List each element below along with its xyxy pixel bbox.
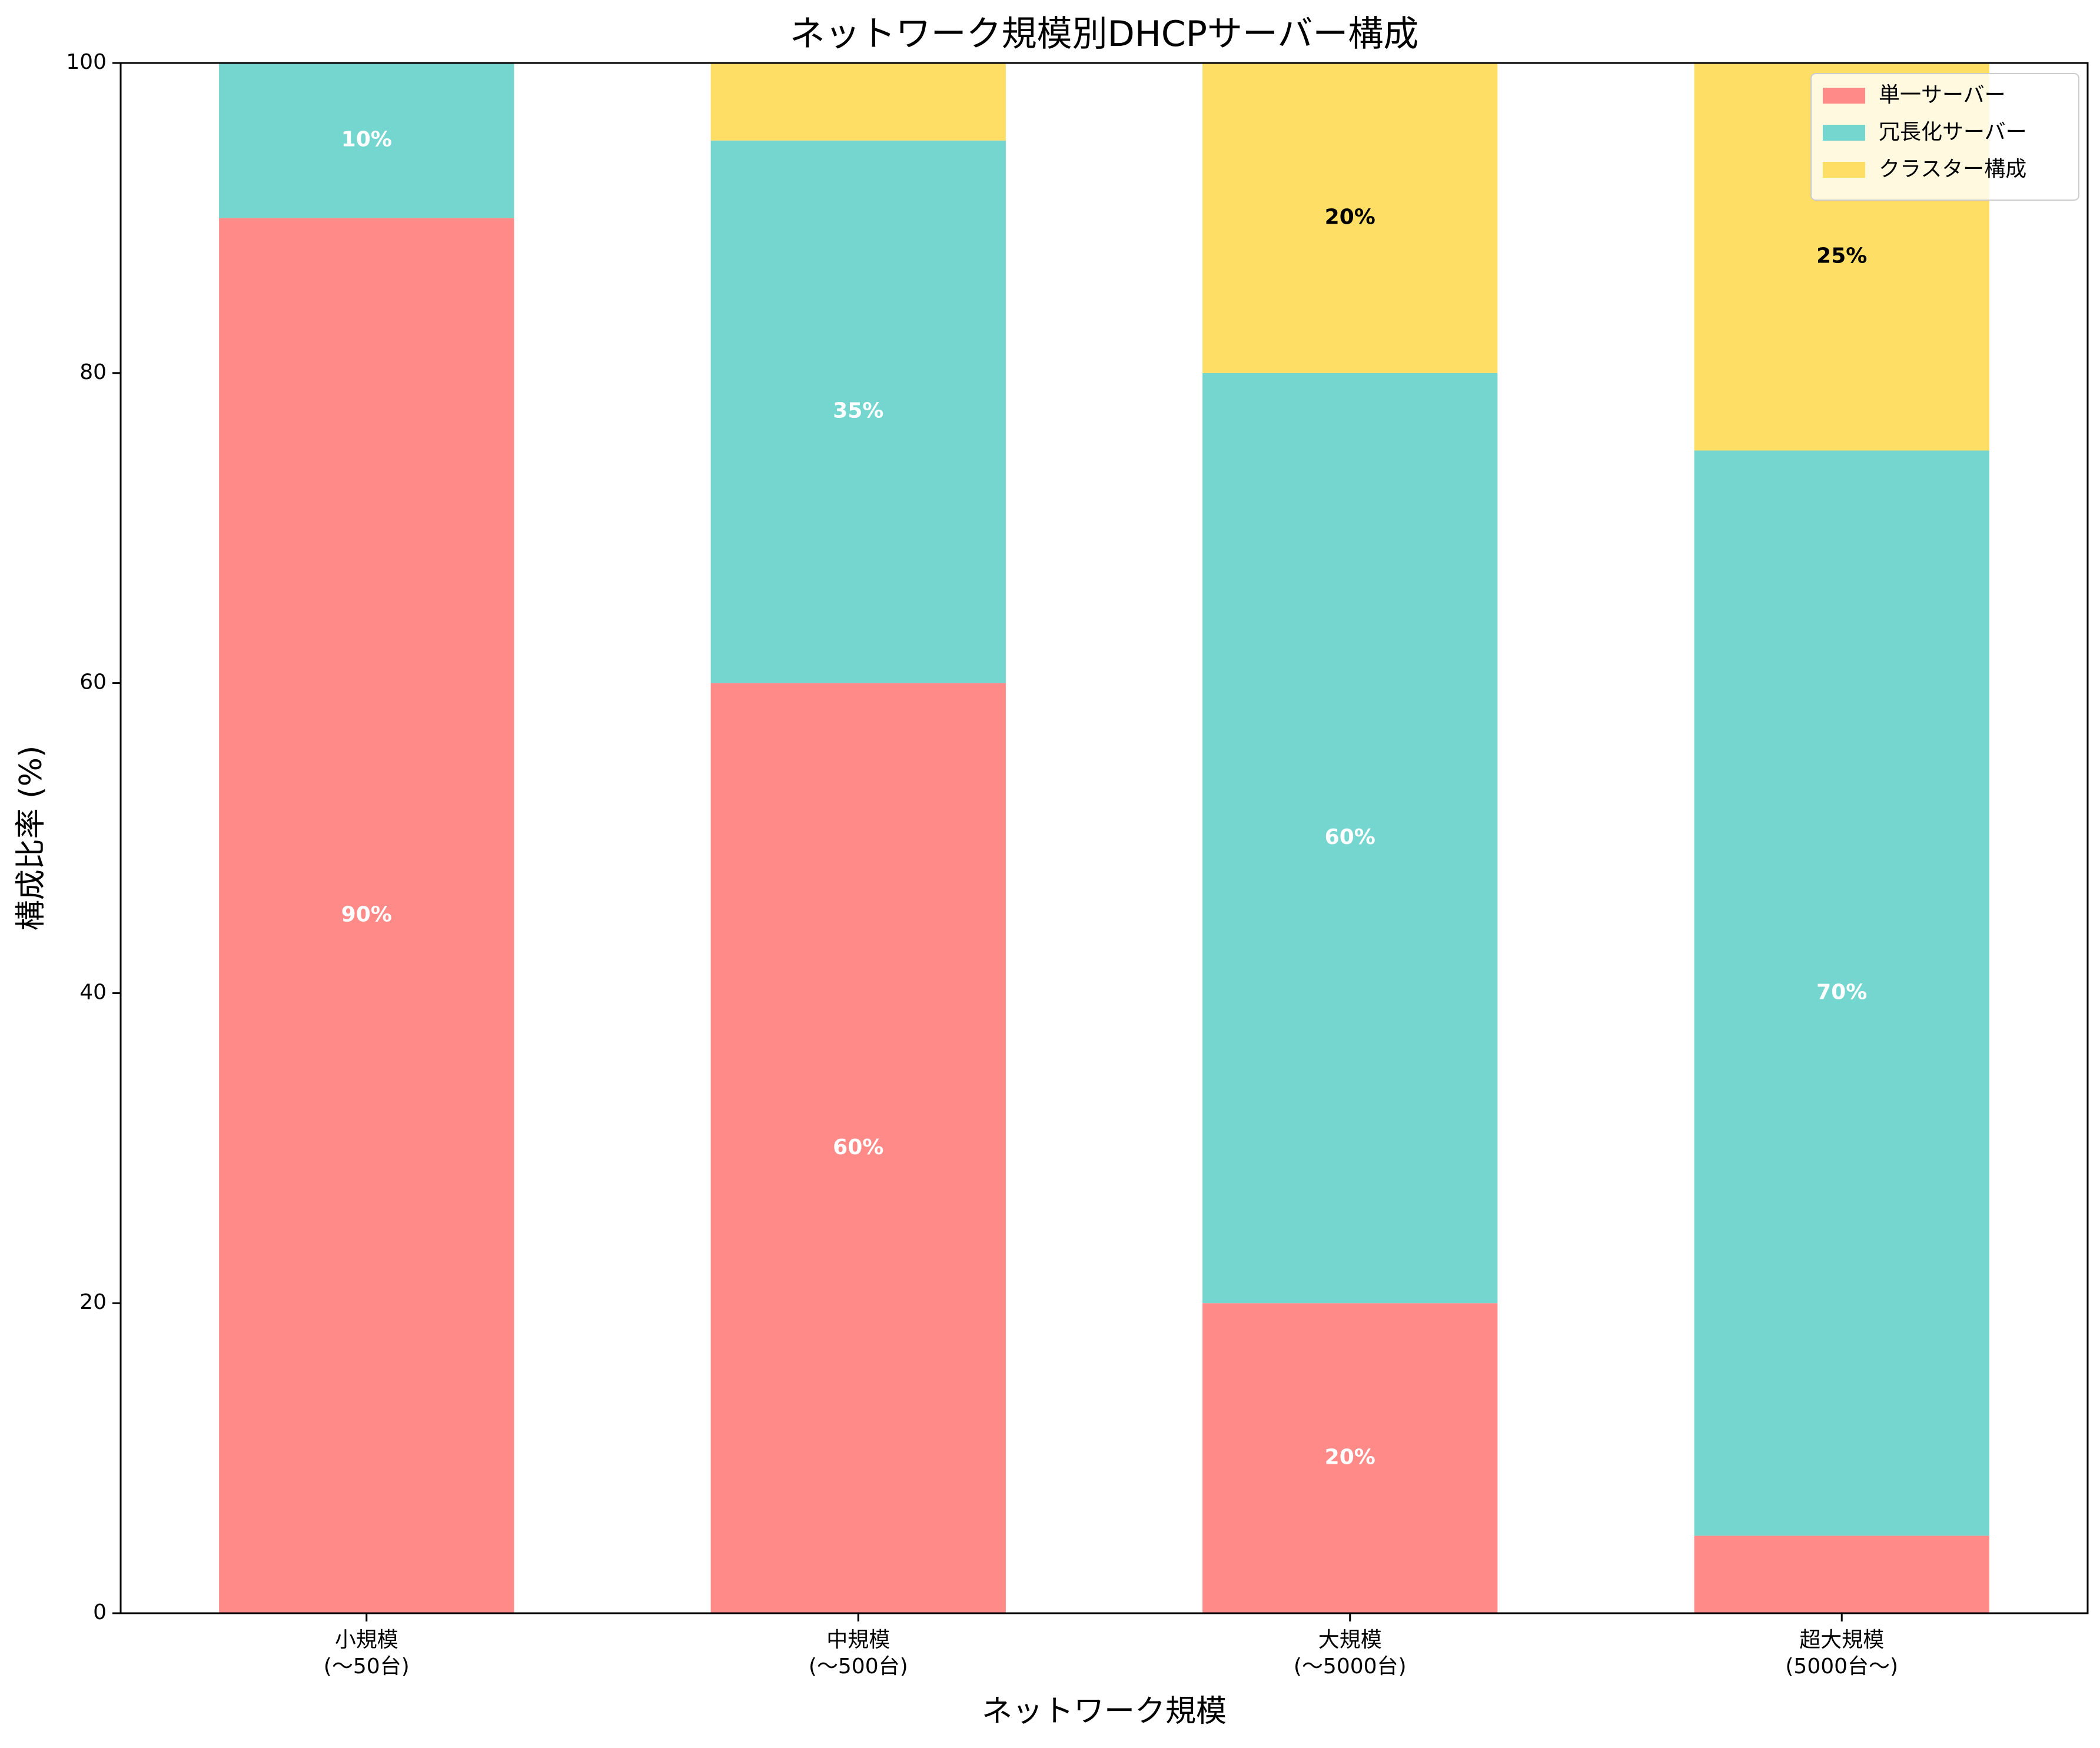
- x-tick-label-1-1: (〜500台): [809, 1654, 908, 1679]
- y-axis-label: 構成比率 (%): [14, 746, 49, 931]
- x-tick-label-0-1: (〜50台): [324, 1654, 410, 1679]
- bar-label-0-1: 60%: [833, 1135, 883, 1159]
- chart-title: ネットワーク規模別DHCPサーバー構成: [790, 14, 1419, 55]
- bar-segment-0-1: [710, 683, 1006, 1613]
- bar-label-2-3: 25%: [1816, 244, 1867, 268]
- x-tick-label-3-0: 超大規模: [1799, 1628, 1884, 1652]
- bar-label-0-0: 90%: [341, 903, 392, 927]
- bar-segment-0-2: [1202, 1303, 1498, 1613]
- bar-label-2-2: 20%: [1325, 205, 1375, 229]
- bar-label-1-3: 70%: [1816, 980, 1867, 1004]
- x-axis-label: ネットワーク規模: [982, 1694, 1227, 1729]
- bars-layer: [219, 63, 1989, 1614]
- y-tick-label-2: 40: [79, 980, 107, 1004]
- x-tick-label-2-0: 大規模: [1318, 1628, 1382, 1652]
- y-tick-label-5: 100: [66, 50, 107, 74]
- y-axis: 0 20 40 60 80 100: [66, 50, 121, 1624]
- bar-label-1-1: 35%: [833, 399, 883, 423]
- bar-labels-layer: 90% 10% 60% 35% 20% 60% 20% 70% 25%: [341, 128, 1868, 1470]
- legend-swatch-1: [1823, 125, 1865, 141]
- x-axis: 小規模(〜50台) 中規模(〜500台) 大規模(〜5000台) 超大規模(5000台…: [324, 1613, 1898, 1679]
- bar-segment-1-2: [1202, 373, 1498, 1304]
- legend-label-0: 単一サーバー: [1879, 83, 2006, 107]
- legend-swatch-2: [1823, 162, 1865, 178]
- bar-segment-1-3: [1694, 450, 1989, 1536]
- y-tick-label-0: 0: [93, 1600, 107, 1624]
- bar-segment-0-3: [1694, 1536, 1989, 1613]
- bar-label-0-2: 20%: [1325, 1445, 1375, 1470]
- bar-label-1-2: 60%: [1325, 825, 1375, 849]
- bar-label-1-0: 10%: [341, 128, 392, 152]
- x-tick-label-3-1: (5000台〜): [1785, 1654, 1898, 1679]
- bar-segment-1-1: [710, 140, 1006, 683]
- bar-segment-1-0: [219, 63, 514, 218]
- bar-segment-0-0: [219, 218, 514, 1614]
- legend-label-1: 冗長化サーバー: [1879, 120, 2027, 144]
- y-tick-label-4: 80: [79, 360, 107, 384]
- plot-frame: [119, 62, 2089, 1614]
- legend-frame: [1810, 73, 2079, 201]
- legend-label-2: クラスター構成: [1879, 157, 2026, 181]
- legend-swatch-0: [1823, 88, 1865, 104]
- bar-segment-2-1: [710, 63, 1006, 141]
- y-tick-label-3: 60: [79, 670, 107, 694]
- y-tick-label-1: 20: [79, 1290, 107, 1314]
- x-tick-label-0-0: 小規模: [335, 1628, 398, 1652]
- bar-segment-2-2: [1202, 63, 1498, 373]
- x-tick-label-1-0: 中規模: [826, 1628, 890, 1652]
- x-tick-label-2-1: (〜5000台): [1294, 1654, 1407, 1679]
